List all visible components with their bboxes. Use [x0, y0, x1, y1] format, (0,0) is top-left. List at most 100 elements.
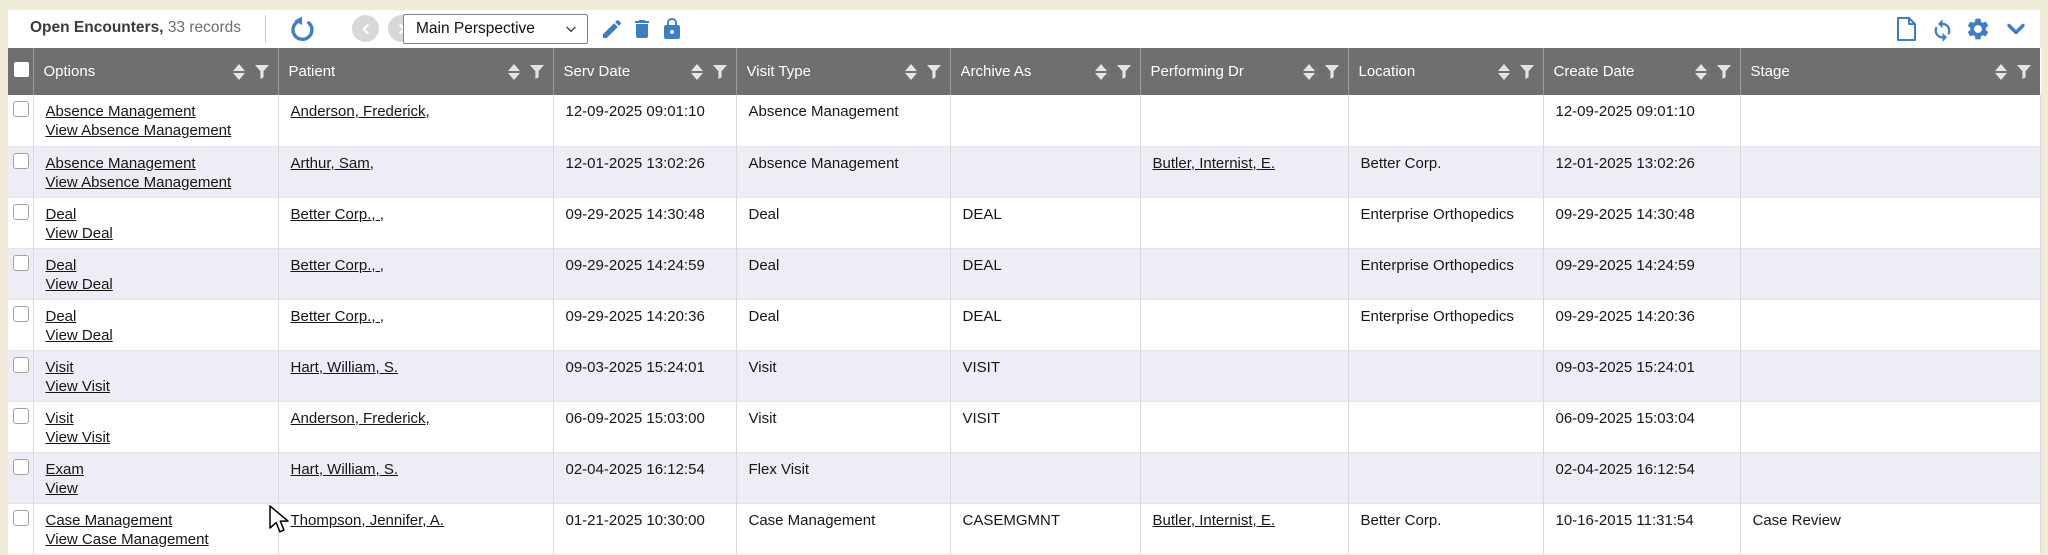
option-open-link[interactable]: Absence Management	[45, 103, 196, 120]
option-open-link[interactable]: Absence Management	[45, 154, 196, 172]
create-date-value: 09-29-2025 14:24:59	[1555, 256, 1695, 274]
sort-icon[interactable]	[232, 63, 245, 80]
serv-date-value: 01-21-2025 10:30:00	[565, 511, 705, 529]
location-cell: Enterprise Orthopedics	[1348, 196, 1544, 248]
sort-icon[interactable]	[1094, 63, 1107, 80]
column-header-location[interactable]: Location	[1348, 48, 1544, 95]
option-view-link[interactable]: View Absence Management	[45, 173, 232, 191]
performing-dr-link[interactable]: Butler, Internist, E.	[1152, 511, 1276, 529]
patient-link[interactable]: Anderson, Frederick,	[290, 103, 430, 120]
patient-link[interactable]: Hart, William, S.	[290, 358, 399, 376]
filter-funnel-icon[interactable]	[1716, 64, 1732, 80]
filter-funnel-icon[interactable]	[926, 64, 942, 80]
patient-link[interactable]: Anderson, Frederick,	[290, 409, 430, 427]
row-checkbox[interactable]	[13, 203, 29, 220]
perspective-select[interactable]: Main Perspective	[403, 14, 588, 44]
patient-link[interactable]: Better Corp., ,	[290, 205, 384, 223]
column-header-serv-date[interactable]: Serv Date	[553, 48, 737, 95]
settings-button[interactable]	[1964, 15, 1992, 43]
column-header-archive-as[interactable]: Archive As	[950, 48, 1141, 95]
create-date-value: 09-29-2025 14:30:48	[1555, 205, 1695, 223]
sort-icon[interactable]	[690, 63, 703, 80]
row-checkbox[interactable]	[13, 407, 29, 424]
row-checkbox[interactable]	[13, 152, 29, 169]
column-header-patient[interactable]: Patient	[278, 48, 554, 95]
option-open-link[interactable]: Deal	[45, 205, 77, 223]
archive-as-cell: VISIT	[950, 400, 1141, 452]
patient-cell: Better Corp., ,	[278, 196, 554, 248]
archive-as-cell	[950, 95, 1141, 146]
option-view-link[interactable]: View Absence Management	[45, 122, 232, 139]
patient-link[interactable]: Arthur, Sam,	[290, 154, 374, 172]
sort-icon[interactable]	[1497, 63, 1510, 80]
column-header-options[interactable]: Options	[33, 48, 279, 95]
options-cell: Deal View Deal	[33, 298, 279, 350]
patient-link[interactable]: Better Corp., ,	[290, 307, 384, 325]
sort-icon[interactable]	[904, 63, 917, 80]
option-view-link[interactable]: View Deal	[45, 224, 113, 242]
option-open-link[interactable]: Deal	[45, 256, 77, 274]
create-date-value: 09-29-2025 14:20:36	[1555, 307, 1695, 325]
column-header-visit-type[interactable]: Visit Type	[736, 48, 951, 95]
filter-funnel-icon[interactable]	[1116, 64, 1132, 80]
option-open-link[interactable]: Case Management	[45, 511, 173, 529]
toolbar-separator	[265, 15, 266, 43]
filter-funnel-icon[interactable]	[1324, 64, 1340, 80]
select-all-checkbox[interactable]	[14, 62, 29, 77]
lock-button[interactable]	[658, 15, 686, 43]
sort-icon[interactable]	[1302, 63, 1315, 80]
collapse-panel-button[interactable]	[2002, 15, 2030, 43]
row-checkbox[interactable]	[13, 356, 29, 373]
filter-funnel-icon[interactable]	[254, 64, 270, 80]
options-cell: Visit View Visit	[33, 349, 279, 401]
option-view-link[interactable]: View	[45, 479, 78, 497]
location-value: Better Corp.	[1360, 154, 1442, 172]
filter-funnel-icon[interactable]	[529, 64, 545, 80]
patient-link[interactable]: Better Corp., ,	[290, 256, 384, 274]
table-row: Absence Management View Absence Manageme…	[8, 145, 2041, 197]
gear-icon	[1967, 18, 1989, 40]
patient-link[interactable]: Hart, William, S.	[290, 460, 399, 478]
filter-funnel-icon[interactable]	[1519, 64, 1535, 80]
serv-date-value: 09-03-2025 15:24:01	[565, 358, 705, 376]
column-header-stage[interactable]: Stage	[1740, 48, 2040, 95]
delete-button[interactable]	[628, 15, 656, 43]
row-checkbox[interactable]	[13, 458, 29, 475]
location-cell	[1348, 95, 1544, 146]
row-checkbox[interactable]	[13, 101, 29, 117]
option-open-link[interactable]: Visit	[45, 409, 74, 427]
refresh-button[interactable]	[1928, 15, 1956, 43]
row-checkbox[interactable]	[13, 509, 29, 526]
table-row: Deal View Deal Better Corp., , 09-29-202…	[8, 247, 2041, 299]
column-header-create-date[interactable]: Create Date	[1543, 48, 1741, 95]
performing-dr-link[interactable]: Butler, Internist, E.	[1152, 154, 1276, 172]
column-header-performing-dr[interactable]: Performing Dr	[1140, 48, 1349, 95]
option-open-link[interactable]: Deal	[45, 307, 77, 325]
edit-button[interactable]	[598, 15, 626, 43]
option-open-link[interactable]: Exam	[45, 460, 84, 478]
option-view-link[interactable]: View Visit	[45, 377, 110, 395]
column-header-label: Serv Date	[563, 63, 631, 80]
sort-icon[interactable]	[507, 63, 520, 80]
reset-button[interactable]	[288, 15, 316, 43]
patient-cell: Thompson, Jennifer, A.	[278, 502, 554, 554]
patient-link[interactable]: Thompson, Jennifer, A.	[290, 511, 444, 529]
filter-funnel-icon[interactable]	[2016, 64, 2032, 80]
option-view-link[interactable]: View Case Management	[45, 530, 209, 548]
serv-date-cell: 02-04-2025 16:12:54	[553, 451, 737, 503]
stage-cell	[1740, 400, 2041, 452]
visit-type-value: Deal	[748, 256, 780, 274]
new-document-button[interactable]	[1892, 15, 1920, 43]
option-view-link[interactable]: View Deal	[45, 275, 113, 293]
sort-icon[interactable]	[1995, 63, 2007, 80]
filter-funnel-icon[interactable]	[712, 64, 728, 80]
option-view-link[interactable]: View Visit	[45, 428, 110, 446]
row-checkbox[interactable]	[13, 305, 29, 322]
nav-prev-button[interactable]	[352, 15, 379, 42]
option-view-link[interactable]: View Deal	[45, 326, 113, 344]
option-open-link[interactable]: Visit	[45, 358, 74, 376]
sort-icon[interactable]	[1694, 63, 1707, 80]
patient-cell: Anderson, Frederick,	[278, 95, 554, 146]
create-date-cell: 12-01-2025 13:02:26	[1543, 145, 1741, 197]
row-checkbox[interactable]	[13, 254, 29, 271]
